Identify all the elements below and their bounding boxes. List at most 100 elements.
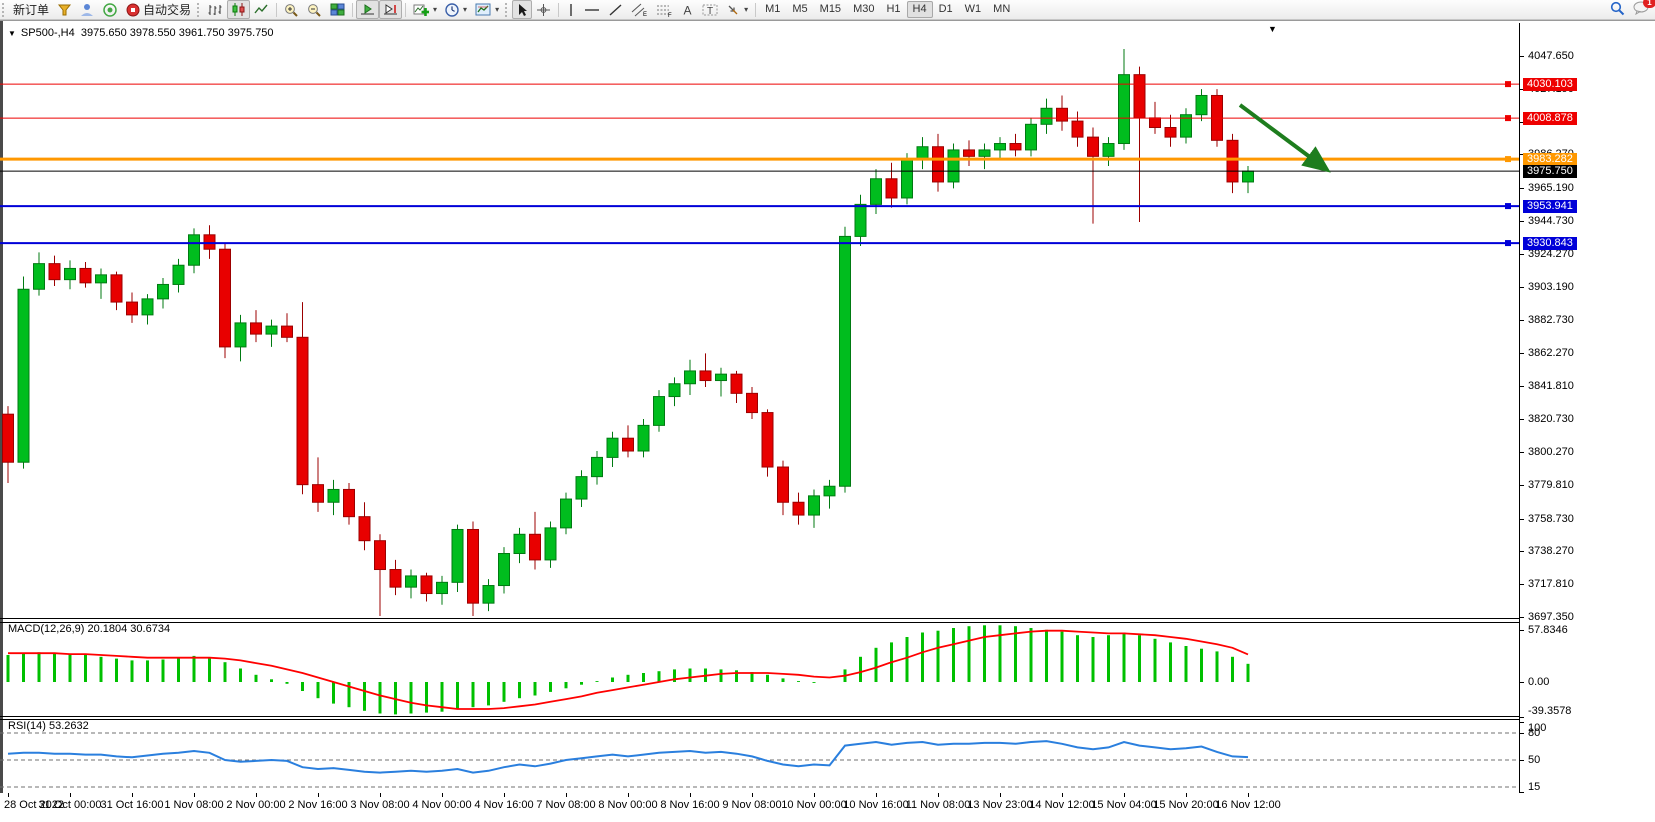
vertical-line-button[interactable] <box>562 1 580 18</box>
candle <box>467 521 479 616</box>
new-order-button[interactable]: 新订单 <box>9 1 53 18</box>
toolbar-grip[interactable] <box>2 2 7 17</box>
arrows-button[interactable]: ▾ <box>722 1 752 18</box>
candle <box>1009 133 1022 157</box>
rsi-indicator-label: RSI(14) 53.2632 <box>8 720 89 732</box>
timeframe-button-h1[interactable]: H1 <box>886 3 901 15</box>
rsi-indicator-canvas[interactable] <box>0 719 1519 794</box>
candle <box>141 294 154 325</box>
candle <box>637 418 650 458</box>
dropdown-caret-icon: ▾ <box>744 5 749 14</box>
candle <box>281 313 293 343</box>
time-label: 28 Oct 2022 <box>4 799 64 811</box>
axis-tick <box>1520 419 1524 421</box>
price-tick-label: 3779.810 <box>1528 478 1574 491</box>
line-chart-button[interactable] <box>250 1 273 18</box>
time-tick <box>1248 793 1249 797</box>
macd-name: MACD(12,26,9) <box>8 623 85 635</box>
timeframe-button-w1[interactable]: W1 <box>964 3 982 15</box>
candle <box>312 457 324 512</box>
bar-chart-button[interactable] <box>204 1 227 18</box>
indicators-button[interactable]: ▾ <box>409 1 441 18</box>
macd-scale-label: -39.3578 <box>1528 705 1572 717</box>
community-icon[interactable] <box>76 1 99 18</box>
time-label: 2 Nov 00:00 <box>226 799 286 811</box>
timeframe-button-mn[interactable]: MN <box>993 3 1011 15</box>
timeframe-button-h4[interactable]: H4 <box>906 1 933 18</box>
candle <box>606 431 619 468</box>
tile-windows-icon <box>330 3 345 16</box>
line-handle[interactable] <box>1505 115 1511 122</box>
axis-tick <box>1520 584 1524 586</box>
candle <box>513 527 526 564</box>
search-button[interactable] <box>1610 1 1625 19</box>
funnel-icon[interactable] <box>53 1 76 18</box>
tile-windows-button[interactable] <box>326 1 349 18</box>
autotrading-button[interactable]: 自动交易 <box>122 1 195 18</box>
trendline-icon <box>609 3 622 16</box>
timeframe-button-m5[interactable]: M5 <box>792 3 808 15</box>
timeframe-button-m1[interactable]: M1 <box>765 3 781 15</box>
zoom-out-button[interactable] <box>303 1 326 18</box>
axis-tick <box>1520 154 1524 156</box>
text-button[interactable]: A <box>677 1 698 18</box>
candle <box>1071 111 1084 147</box>
candle <box>188 228 200 274</box>
trendline-button[interactable] <box>604 1 627 18</box>
text-label-button[interactable]: T <box>698 1 722 18</box>
axis-tick <box>1520 352 1524 354</box>
time-label: 9 Nov 08:00 <box>722 799 782 811</box>
signals-icon[interactable] <box>99 1 122 18</box>
time-label: 4 Nov 00:00 <box>412 799 472 811</box>
time-tick <box>504 793 505 797</box>
toolbar-grip[interactable] <box>505 2 510 17</box>
candle <box>265 319 278 347</box>
axis-tick <box>1520 518 1524 520</box>
equidistant-channel-button[interactable]: E <box>627 1 652 18</box>
candle <box>219 242 231 359</box>
periods-button[interactable]: ▾ <box>441 1 471 18</box>
horizontal-line-button[interactable] <box>580 1 604 18</box>
line-handle[interactable] <box>1505 81 1511 88</box>
chart-shift-button[interactable] <box>379 0 403 19</box>
macd-scale-label: 57.8346 <box>1528 623 1568 636</box>
time-label: 2 Nov 16:00 <box>288 799 348 811</box>
timeframe-button-m15[interactable]: M15 <box>819 3 842 15</box>
fibonacci-button[interactable]: F <box>652 1 677 18</box>
timeframe-button-m30[interactable]: M30 <box>853 3 875 15</box>
templates-button[interactable]: ▾ <box>471 1 503 18</box>
toolbar-grip[interactable] <box>197 2 202 17</box>
axis-tick <box>1520 220 1524 222</box>
time-tick <box>752 793 753 797</box>
notifications-button[interactable]: 1 <box>1633 0 1655 18</box>
price-axis[interactable]: 4047.6504027.1904006.7303986.2703965.190… <box>1519 23 1655 793</box>
price-tick-label: 3924.270 <box>1528 247 1574 260</box>
time-axis[interactable]: 28 Oct 2022 31 Oct 00:00 31 Oct 16:00 1 Nov… <box>0 793 1655 821</box>
axis-tick <box>1520 551 1524 553</box>
line-handle[interactable] <box>1505 156 1511 163</box>
time-label: 8 Nov 16:00 <box>660 799 720 811</box>
chart-window[interactable]: ▼ SP500-,H4 3975.650 3978.550 3961.750 39… <box>0 20 1655 822</box>
time-tick <box>1000 793 1001 797</box>
time-tick <box>814 793 815 797</box>
funnel-icon-glyph <box>57 4 72 15</box>
timeframe-button-d1[interactable]: D1 <box>938 3 953 15</box>
price-chart-canvas[interactable] <box>0 23 1519 619</box>
auto-scroll-button[interactable] <box>356 0 380 19</box>
crosshair-button[interactable] <box>532 1 555 18</box>
vertical-line-icon <box>570 3 572 16</box>
macd-indicator-canvas[interactable] <box>0 622 1519 717</box>
zoom-in-button[interactable] <box>280 1 303 18</box>
level-price-badge: 3983.282 <box>1523 152 1577 166</box>
candlestick-chart-button[interactable] <box>227 0 251 19</box>
line-handle[interactable] <box>1505 240 1511 247</box>
axis-tick <box>1520 287 1524 289</box>
cursor-button[interactable] <box>512 0 533 19</box>
collapse-arrow-icon[interactable]: ▼ <box>1268 24 1277 34</box>
candlestick-icon <box>232 3 245 16</box>
chart-dropdown-icon[interactable]: ▼ <box>8 29 16 38</box>
trend-arrow-annotation[interactable] <box>1238 103 1331 173</box>
zoom-in-icon <box>285 3 298 17</box>
line-handle[interactable] <box>1505 203 1511 210</box>
